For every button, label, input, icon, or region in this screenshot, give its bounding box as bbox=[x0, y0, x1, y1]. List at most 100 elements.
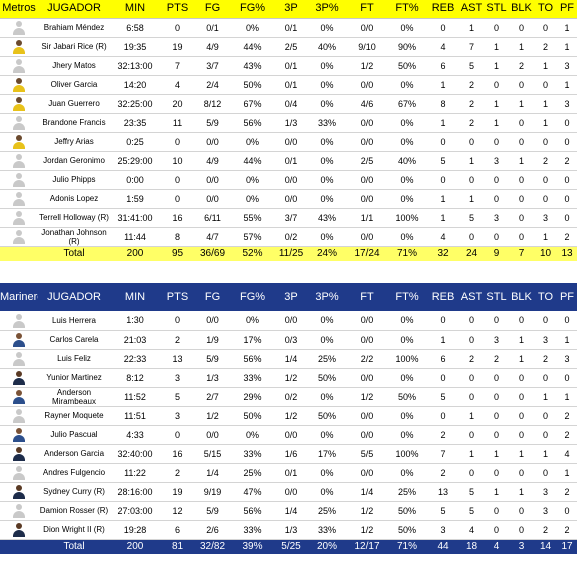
points-cell: 0 bbox=[160, 170, 195, 190]
header-row: Metros JUGADOR MIN PTS FG FG% 3P 3P% FT FT% REB AST… bbox=[0, 0, 577, 19]
assists-cell: 1 bbox=[459, 444, 484, 464]
points-cell: 7 bbox=[160, 56, 195, 76]
three-pointers-cell: 0/2 bbox=[275, 387, 307, 407]
three-pointers-cell: 0/0 bbox=[275, 132, 307, 152]
personal-fouls-cell: 1 bbox=[557, 330, 577, 350]
total-turnovers: 10 bbox=[534, 245, 557, 261]
assists-cell: 0 bbox=[459, 227, 484, 247]
avatar-icon bbox=[12, 210, 26, 225]
player-photo bbox=[0, 311, 38, 331]
table-row: Terrell Holloway (R) 31:41:00 16 6/11 55% 3/7… bbox=[0, 208, 577, 228]
table-row: Sir Jabari Rice (R) 19:35 19 4/9 44% 2/5 40% 9/… bbox=[0, 37, 577, 57]
table-row: Juan Guerrero 32:25:00 20 8/12 67% 0/4 0% 4/6 67… bbox=[0, 94, 577, 114]
table-row: Andres Fulgencio 11:22 2 1/4 25% 0/1 0% 0/0 0% 2 0… bbox=[0, 463, 577, 483]
total-personal-fouls: 13 bbox=[557, 245, 577, 261]
table-row: Anderson Garcia 32:40:00 16 5/15 33% 1/6 17% 5/… bbox=[0, 444, 577, 464]
three-pointers-cell: 0/3 bbox=[275, 330, 307, 350]
field-goal-pct-cell: 56% bbox=[230, 349, 275, 369]
turnovers-cell: 2 bbox=[534, 349, 557, 369]
rebounds-cell: 0 bbox=[427, 132, 459, 152]
personal-fouls-cell: 1 bbox=[557, 75, 577, 95]
total-three-pointers: 5/25 bbox=[275, 539, 307, 554]
points-cell: 2 bbox=[160, 463, 195, 483]
turnovers-cell: 1 bbox=[534, 94, 557, 114]
avatar-icon bbox=[12, 389, 26, 404]
personal-fouls-cell: 1 bbox=[557, 18, 577, 38]
player-photo bbox=[0, 113, 38, 133]
column-header-steals: STL bbox=[484, 283, 509, 311]
column-header-turnovers: TO bbox=[534, 283, 557, 311]
free-throw-pct-cell: 0% bbox=[387, 406, 427, 426]
total-field-goal-pct: 39% bbox=[230, 539, 275, 554]
three-point-pct-cell: 17% bbox=[307, 444, 347, 464]
field-goals-cell: 1/4 bbox=[195, 463, 230, 483]
table-row: Yunior Martinez 8:12 3 1/3 33% 1/2 50% 0/0 0% 0 0 0… bbox=[0, 368, 577, 388]
three-point-pct-cell: 0% bbox=[307, 151, 347, 171]
blocks-cell: 0 bbox=[509, 311, 534, 331]
total-assists: 24 bbox=[459, 245, 484, 261]
minutes-cell: 11:52 bbox=[110, 387, 160, 407]
avatar-icon bbox=[12, 172, 26, 187]
free-throws-cell: 0/0 bbox=[347, 18, 387, 38]
assists-cell: 1 bbox=[459, 151, 484, 171]
player-photo bbox=[0, 520, 38, 540]
points-cell: 20 bbox=[160, 94, 195, 114]
turnovers-cell: 0 bbox=[534, 425, 557, 445]
column-header-field-goal-pct: FG% bbox=[230, 0, 275, 19]
marineros-box-score: MarinerosJUGADORMINPTSFGFG%3P3P%FTFT%REB… bbox=[0, 283, 577, 554]
three-point-pct-cell: 33% bbox=[307, 113, 347, 133]
rebounds-cell: 0 bbox=[427, 311, 459, 331]
steals-cell: 1 bbox=[484, 56, 509, 76]
field-goal-pct-cell: 50% bbox=[230, 406, 275, 426]
column-header-free-throw-pct: FT% bbox=[387, 283, 427, 311]
minutes-cell: 32:13:00 bbox=[110, 56, 160, 76]
player-name: Sydney Curry (R) bbox=[38, 482, 110, 502]
steals-cell: 0 bbox=[484, 132, 509, 152]
metros-box-score: Metros JUGADOR MIN PTS FG FG% 3P 3P% FT FT% REB AST… bbox=[0, 0, 577, 261]
personal-fouls-cell: 2 bbox=[557, 482, 577, 502]
assists-cell: 5 bbox=[459, 56, 484, 76]
assists-cell: 5 bbox=[459, 482, 484, 502]
rebounds-cell: 5 bbox=[427, 151, 459, 171]
three-point-pct-cell: 0% bbox=[307, 56, 347, 76]
personal-fouls-cell: 0 bbox=[557, 368, 577, 388]
turnovers-cell: 2 bbox=[534, 151, 557, 171]
three-pointers-cell: 1/6 bbox=[275, 444, 307, 464]
field-goal-pct-cell: 25% bbox=[230, 463, 275, 483]
total-row: Total 200 95 36/69 52% 11/25 24% 17/24 71% 32 24 9 7… bbox=[0, 245, 577, 261]
free-throws-cell: 5/5 bbox=[347, 444, 387, 464]
field-goal-pct-cell: 55% bbox=[230, 208, 275, 228]
minutes-cell: 32:40:00 bbox=[110, 444, 160, 464]
avatar-icon bbox=[12, 313, 26, 328]
three-point-pct-cell: 0% bbox=[307, 425, 347, 445]
total-three-point-pct: 24% bbox=[307, 245, 347, 261]
player-name: Jonathan Johnson (R) bbox=[38, 227, 110, 247]
avatar-icon bbox=[12, 39, 26, 54]
three-pointers-cell: 1/4 bbox=[275, 349, 307, 369]
blocks-cell: 0 bbox=[509, 368, 534, 388]
assists-cell: 5 bbox=[459, 501, 484, 521]
personal-fouls-cell: 0 bbox=[557, 501, 577, 521]
turnovers-cell: 0 bbox=[534, 170, 557, 190]
three-pointers-cell: 0/4 bbox=[275, 94, 307, 114]
player-name: Terrell Holloway (R) bbox=[38, 208, 110, 228]
minutes-cell: 19:28 bbox=[110, 520, 160, 540]
column-header-player: JUGADOR bbox=[38, 0, 110, 19]
field-goal-pct-cell: 50% bbox=[230, 75, 275, 95]
table-row: Luis Feliz 22:33 13 5/9 56% 1/4 25% 2/2 100% 6 2 2 1… bbox=[0, 349, 577, 369]
field-goals-cell: 8/12 bbox=[195, 94, 230, 114]
steals-cell: 0 bbox=[484, 189, 509, 209]
total-field-goals: 36/69 bbox=[195, 245, 230, 261]
points-cell: 13 bbox=[160, 349, 195, 369]
minutes-cell: 0:25 bbox=[110, 132, 160, 152]
player-photo bbox=[0, 227, 38, 247]
minutes-cell: 23:35 bbox=[110, 113, 160, 133]
three-point-pct-cell: 40% bbox=[307, 37, 347, 57]
total-free-throws: 17/24 bbox=[347, 245, 387, 261]
column-header-three-point-pct: 3P% bbox=[307, 0, 347, 19]
table-row: Rayner Moquete 11:51 3 1/2 50% 1/2 50% 0/0 0% 0 1 0… bbox=[0, 406, 577, 426]
three-point-pct-cell: 0% bbox=[307, 18, 347, 38]
blocks-cell: 0 bbox=[509, 113, 534, 133]
team-name: Marineros bbox=[0, 283, 38, 311]
free-throw-pct-cell: 0% bbox=[387, 425, 427, 445]
